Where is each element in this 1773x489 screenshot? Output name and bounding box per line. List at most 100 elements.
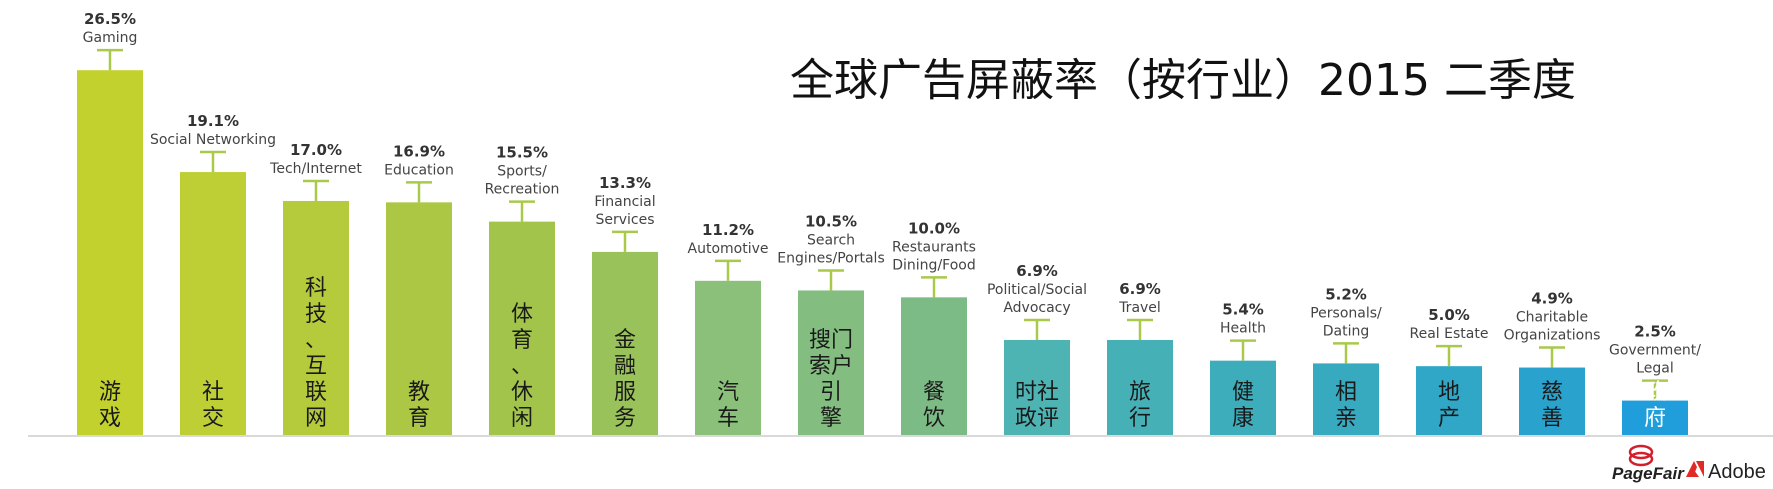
bar (901, 297, 967, 435)
bar-chinese-label: 政 (1644, 380, 1666, 405)
bar-category-label: Search (807, 232, 855, 248)
bar-group: Tech/Internet 17.0% 科技、互联网 (269, 141, 362, 435)
bar-group: Recreation Sports/15.5% 体育、休闲 (485, 144, 559, 435)
bar-category-label: Health (1220, 321, 1266, 337)
bar-value-label: 16.9% (393, 142, 445, 160)
bar-group: Automotive 11.2% 汽车 (688, 221, 769, 435)
bar-group: Dining/Food Restaurants 10.0% 餐饮 (892, 219, 976, 435)
bar-category-label: Education (384, 162, 454, 178)
bar-value-label: 26.5% (84, 10, 136, 28)
bar-category-label: Automotive (688, 241, 769, 257)
bar (386, 202, 452, 435)
bar-category-label: Sports/ (497, 164, 547, 180)
bar-chinese-label: 融 (614, 354, 636, 379)
bar-chinese-label: 饮 (923, 406, 945, 431)
bar-category-label: Services (595, 212, 654, 228)
bar-category-label: Travel (1118, 300, 1161, 316)
bar-chinese-label: 、 (305, 328, 327, 353)
bar-group: Organizations Charitable 4.9% 慈善 (1504, 290, 1601, 435)
bar-chinese-label: 旅 (1129, 380, 1151, 405)
bar-category-label: Real Estate (1410, 326, 1489, 342)
bar-chinese-label: 育 (511, 328, 533, 353)
bar-group: Real Estate 5.0% 地产 (1410, 306, 1489, 435)
bar-chinese-label: 时社 (1015, 380, 1059, 405)
bar-category-label: Tech/Internet (269, 161, 362, 177)
bar-group: Education 16.9% 教育 (384, 142, 454, 435)
bar-group: Dating Personals/5.2% 相亲 (1310, 285, 1382, 435)
bar-category-label: Advocacy (1003, 300, 1070, 316)
bar-chinese-label: 府 (1644, 406, 1666, 431)
bar-chinese-label: 金 (614, 328, 636, 353)
pagefair-logo: PageFair (1612, 444, 1685, 483)
bar-category-label: Legal (1636, 361, 1674, 377)
bar (180, 172, 246, 435)
bar-category-label: Political/Social (987, 282, 1087, 298)
bar-chinese-label: 联 (305, 380, 327, 405)
bar-value-label: 2.5% (1634, 323, 1676, 341)
bar-value-label: 5.4% (1222, 301, 1264, 319)
bar-chinese-label: 引 (820, 380, 842, 405)
bar-chinese-label: 游 (99, 380, 121, 405)
bar (1313, 363, 1379, 435)
bar-chinese-label: 健 (1232, 380, 1254, 405)
bar-chinese-label: 地 (1438, 380, 1460, 405)
bar-chinese-label: 育 (408, 406, 430, 431)
bar-group: Legal Government/2.5% 政府 (1609, 323, 1701, 435)
bar-chinese-label: 交 (202, 406, 224, 431)
bar-chinese-label: 索户 (809, 354, 853, 379)
bar (695, 280, 761, 435)
bar (592, 251, 658, 435)
bar-value-label: 13.3% (599, 174, 651, 192)
pagefair-mark-icon (1628, 444, 1654, 467)
adobe-mark-icon (1686, 461, 1704, 477)
bar (798, 290, 864, 435)
bar-chinese-label: 闲 (511, 406, 533, 431)
bar-chinese-label: 政评 (1015, 406, 1059, 431)
bar-value-label: 10.5% (805, 212, 857, 230)
bar-chinese-label: 餐 (923, 380, 945, 405)
bar-chinese-label: 汽 (717, 380, 739, 405)
bar-chinese-label: 教 (408, 380, 430, 405)
bar (489, 221, 555, 435)
adobe-logo-text: Adobe (1708, 461, 1766, 483)
bar-group: Social Networking 19.1% 社交 (150, 112, 276, 435)
bar-chinese-label: 休 (511, 380, 533, 405)
bars-layer: Gaming 26.5% 游戏 Social Networking 19.1% 社交 Tec… (77, 10, 1701, 435)
bar-chinese-label: 技 (305, 302, 327, 327)
bar-chinese-label: 务 (614, 406, 636, 431)
bar-category-label: Gaming (83, 30, 138, 46)
bar-chinese-label: 亲 (1335, 406, 1357, 431)
bar-group: Gaming 26.5% 游戏 (77, 10, 143, 435)
bar-value-label: 17.0% (290, 141, 342, 159)
bar-chinese-label: 科 (305, 276, 327, 301)
bar-category-label: Dining/Food (892, 257, 975, 273)
bar-value-label: 19.1% (187, 112, 239, 130)
bar-chinese-label: 车 (717, 406, 739, 431)
adobe-logo: Adobe (1686, 461, 1766, 483)
bar-category-label: Organizations (1504, 328, 1601, 344)
bar-chinese-label: 互 (305, 354, 327, 379)
bar-chinese-label: 相 (1335, 380, 1357, 405)
bar-value-label: 6.9% (1119, 280, 1161, 298)
bar-chinese-label: 搜门 (809, 328, 853, 353)
bar (1622, 400, 1688, 435)
bar-category-label: Engines/Portals (777, 250, 885, 266)
bar (1519, 367, 1585, 435)
bar-value-label: 6.9% (1016, 262, 1058, 280)
bar (1004, 340, 1070, 435)
bar-category-label: Financial (594, 194, 655, 210)
bar-value-label: 10.0% (908, 219, 960, 237)
bar-category-label: Restaurants (892, 239, 976, 255)
bar-chinese-label: 康 (1232, 406, 1254, 431)
bar-category-label: Dating (1323, 323, 1370, 339)
bar-chinese-label: 服 (614, 380, 636, 405)
bar-category-label: Government/ (1609, 343, 1701, 359)
bar-value-label: 5.2% (1325, 285, 1367, 303)
bar-value-label: 4.9% (1531, 290, 1573, 308)
bar (1107, 340, 1173, 435)
bar (1210, 360, 1276, 435)
bar-chinese-label: 体 (511, 302, 533, 327)
